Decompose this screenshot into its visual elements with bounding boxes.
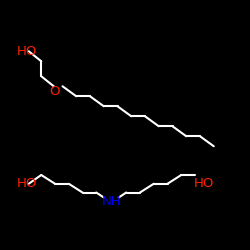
Text: HO: HO — [194, 177, 214, 190]
Text: HO: HO — [16, 177, 36, 190]
Text: NH: NH — [102, 195, 121, 208]
Text: O: O — [49, 85, 59, 98]
Text: HO: HO — [16, 45, 36, 58]
